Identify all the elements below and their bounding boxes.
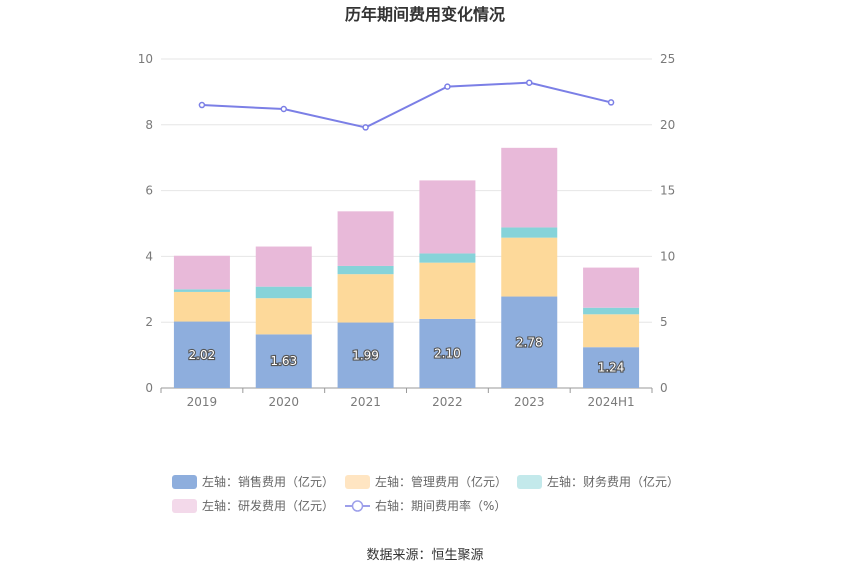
bar-segment bbox=[583, 347, 640, 388]
bar-value-label: 2.78 bbox=[516, 335, 543, 349]
bar-labels: 2.02 1.63 1.99 2.10 2.78 1.24 bbox=[187, 334, 625, 376]
left-tick-label: 10 bbox=[138, 52, 153, 66]
source-note: 数据来源：恒生聚源 bbox=[366, 548, 483, 563]
rate-point bbox=[280, 105, 287, 113]
bar-segment bbox=[255, 286, 312, 299]
bar-value-label: 1.63 bbox=[270, 354, 297, 368]
rate-point bbox=[444, 83, 451, 90]
bar-value-label: 1.99 bbox=[352, 348, 379, 362]
bar-segment bbox=[501, 147, 558, 228]
bar-segment bbox=[419, 253, 476, 263]
grid bbox=[161, 58, 652, 323]
left-tick-label: 0 bbox=[145, 381, 153, 395]
bar-segment bbox=[255, 298, 312, 335]
legend-item[interactable]: 左轴：管理费用（亿元） bbox=[345, 474, 507, 489]
bar-segment bbox=[173, 291, 230, 322]
right-tick-label: 0 bbox=[660, 381, 668, 395]
bar-segment bbox=[419, 262, 476, 319]
legend-swatch bbox=[345, 475, 370, 489]
right-tick-label: 15 bbox=[660, 184, 675, 198]
axes: 0 2 4 6 8 10 0 5 10 15 20 25 2019 2020 2021 2022 2023 202… bbox=[138, 52, 676, 409]
x-tick-label: 2019 bbox=[187, 395, 218, 409]
legend-swatch bbox=[172, 475, 197, 489]
bar-segment bbox=[337, 274, 394, 323]
bar-value-label: 1.24 bbox=[598, 361, 625, 375]
legend-item[interactable]: 左轴：销售费用（亿元） bbox=[172, 474, 334, 489]
legend[interactable]: 左轴：销售费用（亿元） 左轴：管理费用（亿元） 左轴：财务费用（亿元） 左轴：研发费用… bbox=[172, 474, 679, 513]
legend-label: 左轴：财务费用（亿元） bbox=[547, 474, 679, 489]
bar-segment bbox=[583, 307, 640, 315]
bar-segment bbox=[501, 227, 558, 238]
left-tick-label: 4 bbox=[145, 249, 153, 263]
rate-point bbox=[607, 99, 615, 106]
bar-segment bbox=[583, 267, 640, 308]
left-tick-label: 2 bbox=[145, 315, 153, 329]
bar-segment bbox=[501, 296, 558, 388]
bar-segment bbox=[337, 322, 394, 388]
legend-label: 左轴：销售费用（亿元） bbox=[202, 474, 334, 489]
right-tick-label: 5 bbox=[660, 315, 668, 329]
line-series bbox=[198, 79, 615, 131]
legend-label: 左轴：管理费用（亿元） bbox=[375, 474, 507, 489]
x-tick-label: 2021 bbox=[350, 395, 381, 409]
legend-swatch bbox=[172, 499, 197, 513]
left-tick-label: 8 bbox=[145, 118, 153, 132]
bars bbox=[173, 147, 640, 388]
x-tick-label: 2023 bbox=[514, 395, 545, 409]
bar-segment bbox=[337, 265, 394, 275]
chart-title: 历年期间费用变化情况 bbox=[345, 5, 505, 24]
left-tick-label: 6 bbox=[145, 184, 153, 198]
rate-line bbox=[201, 81, 612, 129]
right-tick-label: 10 bbox=[660, 249, 675, 263]
rate-point bbox=[198, 101, 206, 109]
bar-segment bbox=[255, 246, 312, 287]
bar-segment bbox=[583, 314, 640, 348]
legend-label: 右轴：期间费用率（%） bbox=[375, 498, 506, 513]
bar-segment bbox=[419, 180, 476, 254]
legend-swatch-marker bbox=[351, 500, 364, 512]
legend-swatch bbox=[517, 475, 542, 489]
x-tick-label: 2020 bbox=[268, 395, 299, 409]
legend-item[interactable]: 左轴：财务费用（亿元） bbox=[517, 474, 679, 489]
bar-segment bbox=[419, 318, 476, 388]
bar-segment bbox=[173, 321, 230, 388]
rate-point bbox=[362, 124, 369, 131]
x-tick-label: 2024H1 bbox=[587, 395, 634, 409]
x-tick-label: 2022 bbox=[432, 395, 463, 409]
legend-item[interactable]: 左轴：研发费用（亿元） bbox=[172, 498, 334, 513]
bar-value-label: 2.02 bbox=[189, 348, 216, 362]
rate-point bbox=[526, 79, 533, 86]
bar-segment bbox=[501, 237, 558, 297]
bar-segment bbox=[173, 289, 230, 292]
bar-segment bbox=[255, 334, 312, 388]
legend-label: 左轴：研发费用（亿元） bbox=[202, 498, 334, 513]
right-tick-label: 25 bbox=[660, 52, 675, 66]
bar-segment bbox=[173, 255, 230, 290]
bar-segment bbox=[337, 211, 394, 266]
right-tick-label: 20 bbox=[660, 118, 675, 132]
legend-item[interactable]: 右轴：期间费用率（%） bbox=[345, 498, 506, 513]
bar-value-label: 2.10 bbox=[434, 346, 461, 360]
